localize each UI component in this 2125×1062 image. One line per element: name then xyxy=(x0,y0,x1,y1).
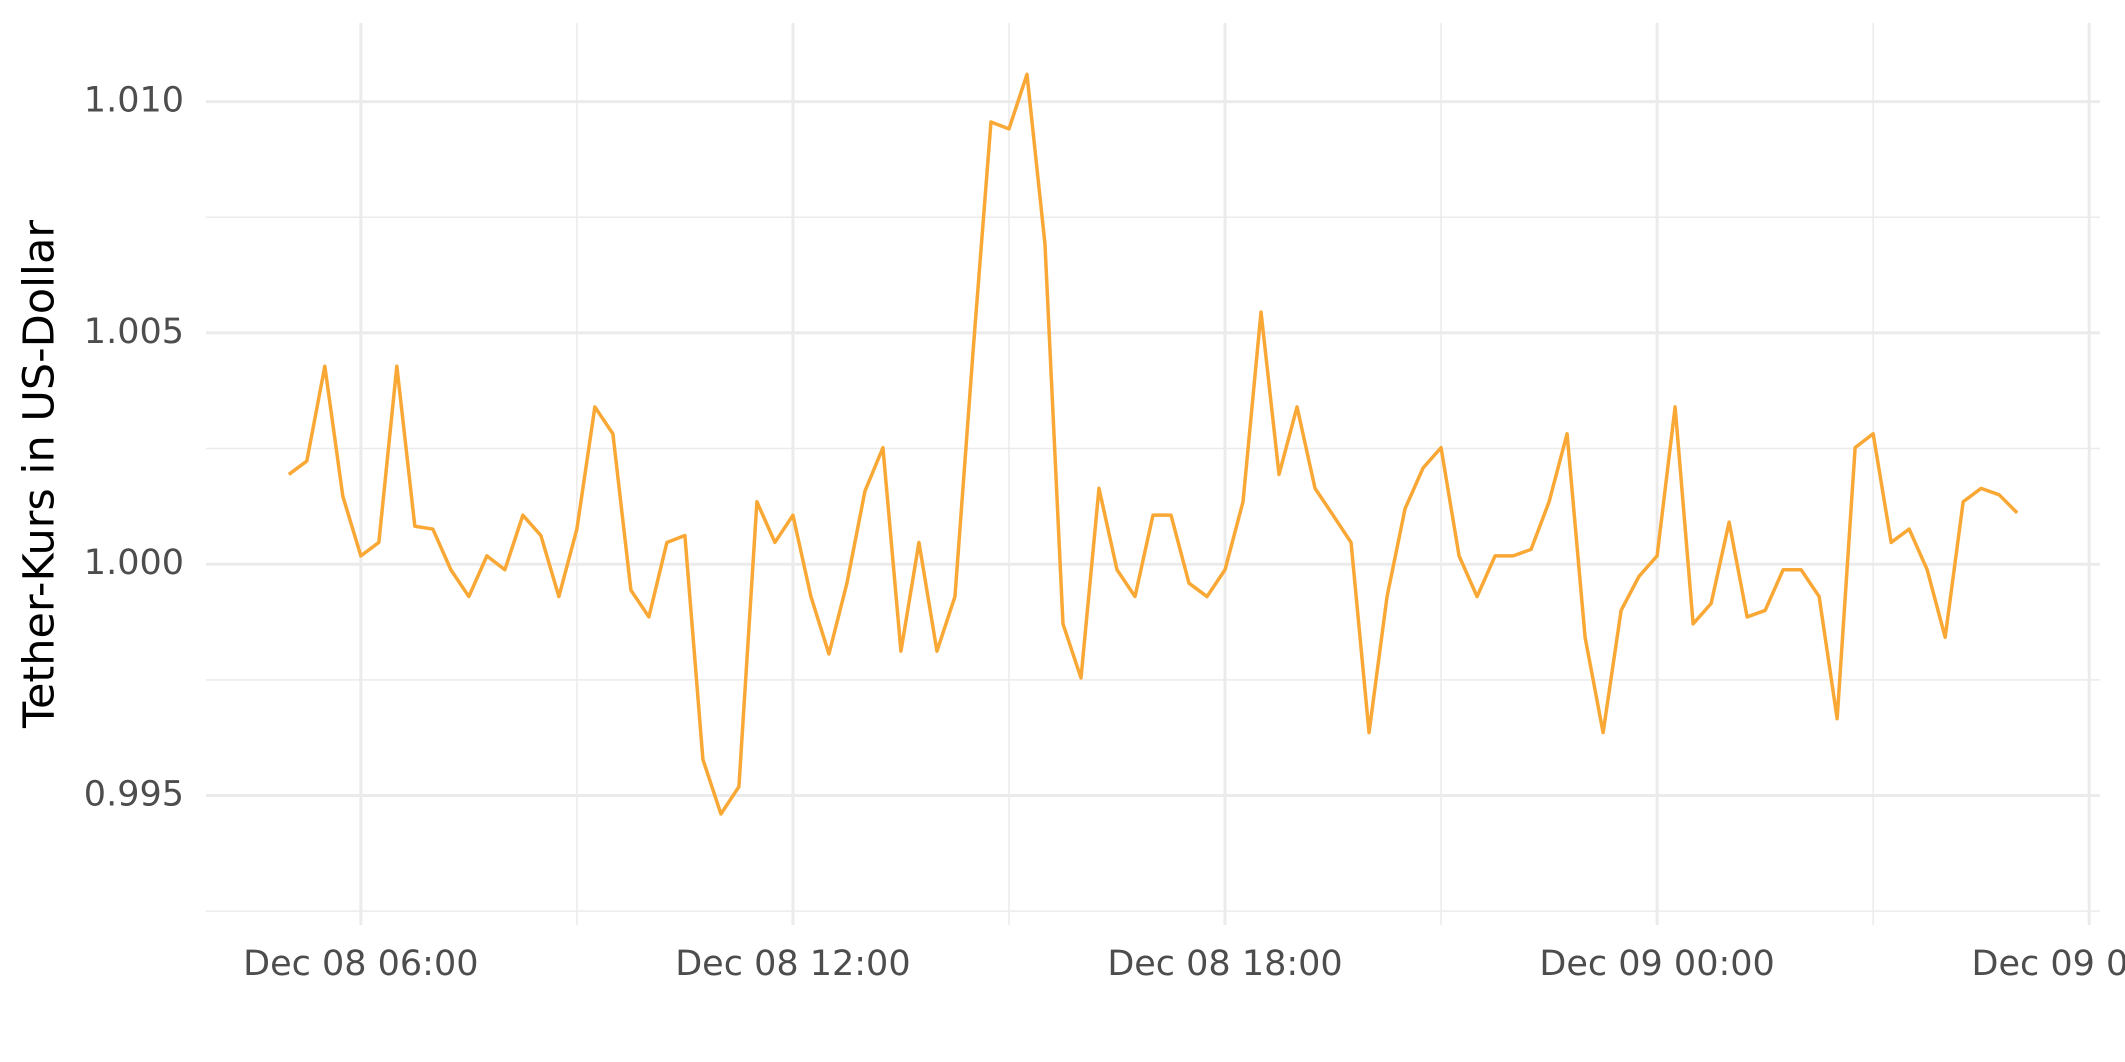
line xyxy=(287,72,2019,816)
y-axis-title: Tether-Kurs in US-Dollar xyxy=(15,220,65,729)
x-tick-label: Dec 09 06:00 xyxy=(1972,944,2125,984)
y-tick-label: 1.000 xyxy=(84,543,184,583)
x-tick-label: Dec 08 18:00 xyxy=(1107,944,1342,984)
x-tick-label: Dec 09 00:00 xyxy=(1539,944,1774,984)
y-tick-label: 1.005 xyxy=(84,312,184,352)
x-tick-label: Dec 08 06:00 xyxy=(243,944,478,984)
x-tick-label: Dec 08 12:00 xyxy=(675,944,910,984)
y-tick-label: 0.995 xyxy=(84,774,184,814)
y-tick-label: 1.010 xyxy=(84,81,184,121)
